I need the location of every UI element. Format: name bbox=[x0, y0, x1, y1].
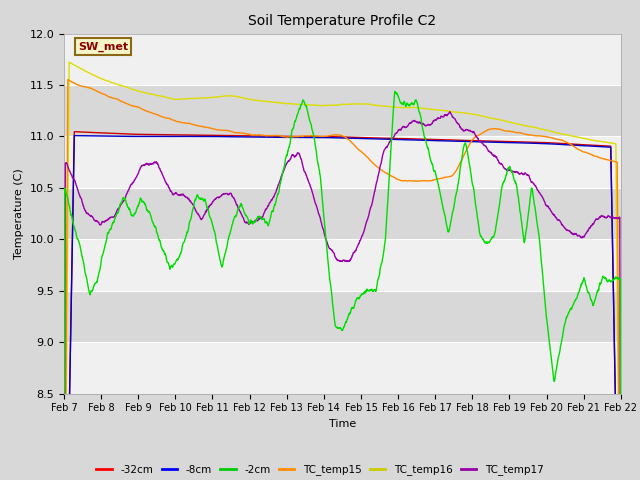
Title: Soil Temperature Profile C2: Soil Temperature Profile C2 bbox=[248, 14, 436, 28]
Bar bbox=[64, 291, 621, 342]
Bar bbox=[64, 342, 621, 394]
Bar bbox=[64, 136, 621, 188]
Bar bbox=[64, 34, 621, 85]
Legend: -32cm, -8cm, -2cm, TC_temp15, TC_temp16, TC_temp17: -32cm, -8cm, -2cm, TC_temp15, TC_temp16,… bbox=[92, 460, 548, 480]
Bar bbox=[64, 85, 621, 136]
Bar bbox=[64, 188, 621, 240]
Text: SW_met: SW_met bbox=[78, 42, 128, 52]
Y-axis label: Temperature (C): Temperature (C) bbox=[14, 168, 24, 259]
X-axis label: Time: Time bbox=[329, 419, 356, 429]
Bar bbox=[64, 240, 621, 291]
